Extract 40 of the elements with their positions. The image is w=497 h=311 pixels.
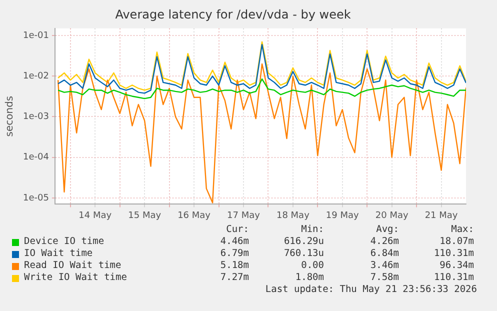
text: 760.13u — [282, 248, 324, 260]
x-tick-label: 14 May — [78, 210, 112, 221]
text: 6.79m — [219, 248, 249, 260]
x-tick-label: 20 May — [375, 210, 409, 221]
text: Avg: — [375, 224, 399, 236]
y-axis-title: seconds — [4, 96, 16, 137]
y-tick-label: 1e-05 — [22, 193, 49, 204]
x-tick-label: 15 May — [128, 210, 162, 221]
text: 7.27m — [219, 272, 249, 284]
text: 5.18m — [219, 260, 249, 272]
y-tick-label: 1e-03 — [22, 112, 49, 122]
legend-label: IO Wait time — [24, 248, 94, 260]
y-tick-label: 1e-01 — [22, 30, 49, 41]
text: 616.29u — [282, 236, 324, 248]
y-tick-label: 1e-02 — [22, 71, 49, 82]
text: 1.80m — [294, 272, 324, 284]
x-tick-label: 16 May — [178, 210, 212, 221]
x-tick-label: 19 May — [326, 210, 360, 221]
text: Min: — [300, 224, 324, 236]
x-tick-label: 17 May — [227, 210, 261, 221]
text: 110.31m — [432, 272, 474, 284]
text: Cur: — [225, 224, 249, 236]
text: Max: — [450, 224, 474, 236]
legend-label: Write IO Wait time — [24, 272, 128, 284]
x-tick-label: 21 May — [424, 210, 458, 221]
text: 6.84m — [369, 248, 399, 260]
text: 18.07m — [438, 236, 474, 248]
legend-label: Read IO Wait time — [24, 260, 122, 272]
chart-title: Average latency for /dev/vda - by week — [115, 7, 351, 22]
text: 3.46m — [369, 260, 399, 272]
text: 4.26m — [369, 236, 399, 248]
text: 0.00 — [300, 260, 324, 272]
text: 4.46m — [219, 236, 249, 248]
legend-label: Device IO time — [24, 236, 106, 248]
text: 110.31m — [432, 248, 474, 260]
text: 96.34m — [438, 260, 474, 272]
text: Last update: Thu May 21 23:56:33 2026 — [264, 284, 478, 296]
text: 7.58m — [369, 272, 399, 284]
y-tick-label: 1e-04 — [22, 152, 50, 163]
x-tick-label: 18 May — [276, 210, 310, 221]
